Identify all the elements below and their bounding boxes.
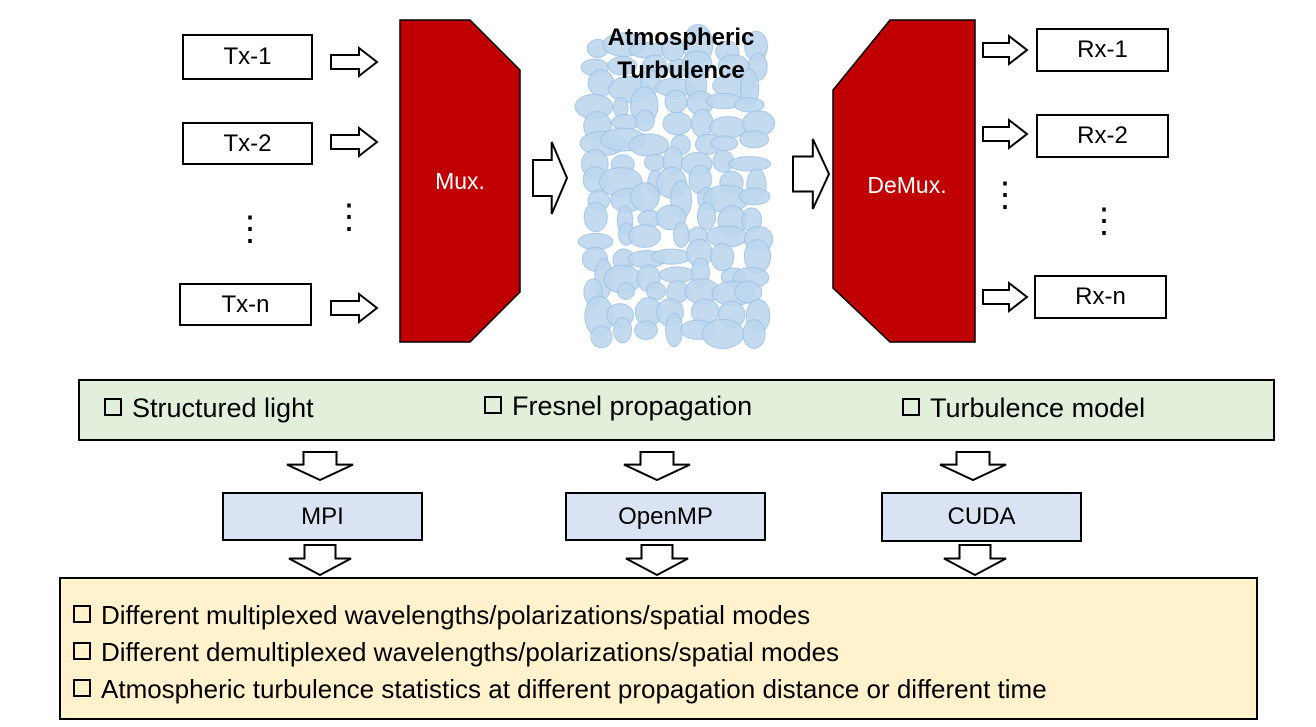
turbulence-bubble [613, 317, 633, 344]
turbulence-bubble [701, 318, 745, 349]
rx-arrow-ellipsis: ⋮ [988, 176, 1022, 214]
mpi-to-outputs-arrow [288, 544, 352, 577]
model-item-fresnel: Fresnel propagation [484, 391, 752, 422]
turbulence-bubble [710, 242, 735, 272]
tx-2-box: Tx-2 [182, 122, 313, 165]
turbulence-bubble [635, 109, 655, 132]
turbulence-bubble [664, 89, 688, 114]
demux-label: DeMux. [867, 172, 946, 198]
channel-title-line2: Turbulence [617, 57, 745, 84]
framework-openmp: OpenMP [565, 492, 766, 541]
turbulence-bubble [728, 156, 771, 172]
turbulence-bubble [616, 282, 635, 300]
turbulence-bubble [662, 111, 692, 136]
turbulence-bubble [630, 182, 660, 213]
channel-title-line1: Atmospheric [608, 24, 755, 51]
turbulence-bubble [738, 187, 771, 206]
rx-n-arrow [982, 280, 1029, 314]
tx-1-box: Tx-1 [182, 34, 313, 80]
rx-n-box: Rx-n [1034, 275, 1167, 319]
turbulence-bubble [734, 280, 763, 304]
rx-1-arrow [982, 33, 1029, 67]
tx-n-arrow [330, 291, 379, 325]
turbulence-bubble [607, 56, 638, 76]
mux-block [399, 19, 521, 343]
turbulence-bubble [734, 97, 765, 113]
tx-n-box: Tx-n [179, 283, 312, 326]
models-to-openmp-arrow [623, 451, 691, 482]
turbulence-bubble [634, 320, 658, 340]
checkbox-icon [73, 679, 91, 697]
tx-2-arrow [330, 125, 379, 159]
tx-1-arrow [330, 45, 379, 79]
tx-arrow-ellipsis: ⋮ [332, 198, 366, 236]
turbulence-bubble [710, 135, 739, 151]
turbulence-bubble [590, 325, 613, 349]
demux-block [832, 19, 976, 343]
mux-to-channel-arrow [532, 141, 569, 215]
checkbox-icon [73, 605, 91, 623]
turbulence-bubble [696, 202, 717, 231]
checkbox-icon [104, 398, 122, 416]
rx-1-box: Rx-1 [1036, 28, 1169, 72]
rx-ellipsis: ⋮ [1087, 202, 1121, 240]
rx-2-arrow [982, 117, 1029, 151]
turbulence-bubbles [574, 23, 776, 349]
openmp-to-outputs-arrow [625, 544, 689, 577]
models-to-mpi-arrow [286, 451, 354, 482]
turbulence-bubble [583, 201, 608, 233]
outputs-box: Different multiplexed wavelengths/polari… [59, 577, 1258, 720]
cuda-to-outputs-arrow [943, 544, 1007, 577]
turbulence-bubble [708, 116, 747, 139]
models-to-cuda-arrow [939, 451, 1007, 482]
turbulence-bubble [644, 153, 666, 172]
channel-to-demux-arrow [792, 138, 831, 210]
rx-2-box: Rx-2 [1036, 114, 1169, 158]
checkbox-icon [73, 642, 91, 660]
turbulence-bubble [739, 130, 770, 149]
framework-cuda: CUDA [881, 492, 1082, 542]
model-item-turbulence: Turbulence model [902, 393, 1145, 424]
turbulence-bubble [628, 224, 662, 248]
tx-ellipsis: ⋮ [233, 210, 267, 248]
framework-mpi: MPI [222, 492, 423, 541]
turbulence-bubble [673, 221, 690, 248]
turbulence-bubble [665, 312, 683, 348]
checkbox-icon [484, 396, 502, 414]
arrows [286, 33, 1029, 577]
model-item-structured-light: Structured light [104, 393, 314, 424]
mux-label: Mux. [435, 168, 485, 194]
turbulence-bubble [742, 319, 766, 349]
output-item: Atmospheric turbulence statistics at dif… [73, 671, 1256, 708]
checkbox-icon [902, 398, 920, 416]
output-item: Different multiplexed wavelengths/polari… [73, 597, 1256, 634]
turbulence-bubble [628, 133, 670, 157]
turbulence-bubble [651, 248, 692, 265]
models-box: Structured light Fresnel propagation Tur… [78, 379, 1275, 441]
output-item: Different demultiplexed wavelengths/pola… [73, 634, 1256, 671]
turbulence-bubble [691, 108, 714, 139]
